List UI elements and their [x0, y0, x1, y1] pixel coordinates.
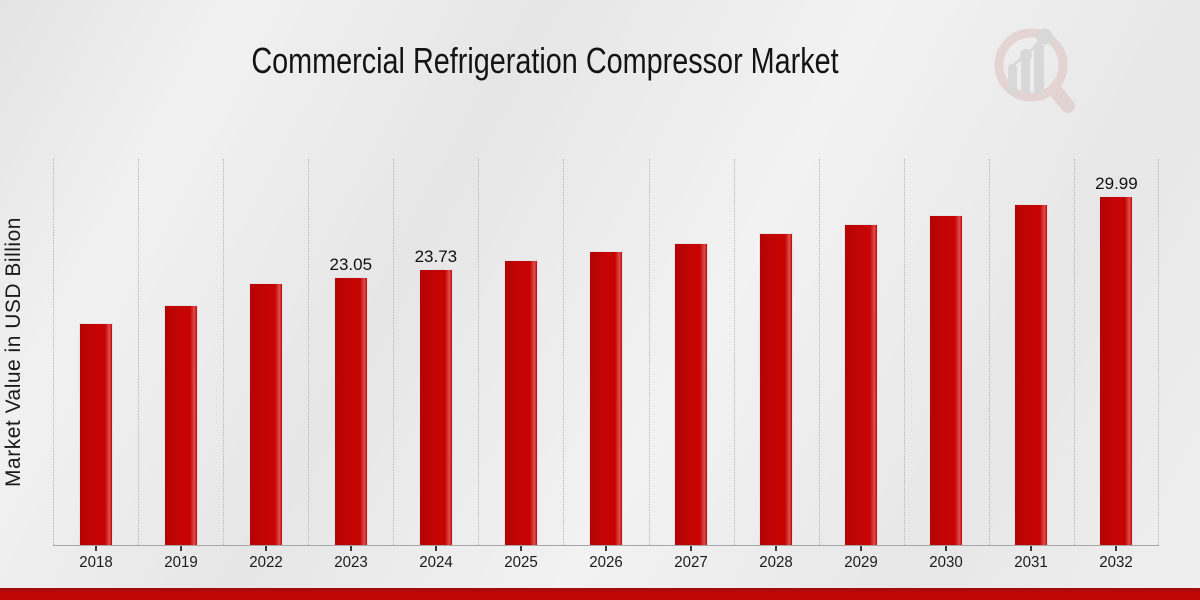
bar-value-label-2024: 23.73	[414, 247, 458, 266]
x-axis-tick	[519, 546, 522, 551]
x-axis-tick	[690, 546, 693, 551]
vertical-gridline	[733, 159, 735, 545]
footer-red-band	[0, 588, 1200, 600]
vertical-gridline	[563, 159, 565, 545]
x-axis-tick	[775, 546, 778, 551]
bar-2026	[589, 251, 623, 545]
bar-2030	[929, 215, 964, 545]
x-tick-label-2031: 2031	[1014, 554, 1049, 571]
x-tick-label-2022: 2022	[248, 554, 283, 571]
bar-2022	[248, 283, 283, 545]
x-tick-label-2024: 2024	[419, 554, 453, 571]
x-tick-label-2023: 2023	[334, 554, 368, 571]
vertical-gridline	[988, 159, 990, 545]
bar-2031	[1014, 204, 1049, 545]
x-axis-tick	[94, 546, 97, 551]
x-tick-label-2026: 2026	[589, 554, 623, 571]
bar-value-label-2023: 23.05	[329, 255, 373, 274]
vertical-gridline	[308, 159, 310, 545]
x-axis-tick	[860, 546, 863, 551]
bar-2029	[844, 224, 879, 545]
x-axis-tick	[1115, 546, 1118, 551]
bar-2032	[1099, 196, 1134, 545]
x-axis-tick	[605, 546, 607, 551]
bar-2024	[418, 269, 453, 545]
x-tick-label-2019: 2019	[163, 554, 198, 571]
vertical-gridline	[818, 159, 820, 545]
x-tick-label-2027: 2027	[674, 554, 708, 571]
x-tick-label-2029: 2029	[844, 554, 878, 571]
bar-2023	[333, 277, 368, 545]
vertical-gridline	[1158, 159, 1159, 545]
vertical-gridline	[478, 159, 480, 545]
bar-value-label-2032: 29.99	[1095, 174, 1138, 193]
y-axis-label: Market Value in USD Billion	[2, 217, 25, 487]
bar-2025	[503, 260, 538, 545]
x-axis-tick	[945, 546, 948, 551]
vertical-gridline	[1073, 159, 1075, 545]
x-axis-tick	[1030, 546, 1033, 551]
vertical-gridline	[648, 159, 650, 545]
x-tick-label-2028: 2028	[759, 554, 793, 571]
plot-area: 2018 2019 2022 23.05 2023 23.73 2024 2025 2026 20…	[53, 159, 1159, 571]
chart-title: Commercial Refrigeration Compressor Mark…	[251, 40, 839, 81]
x-tick-label-2032: 2032	[1099, 554, 1134, 571]
vertical-gridline	[138, 159, 140, 545]
magnifier-bar-chart-logo-icon	[994, 28, 1075, 113]
x-tick-label-2030: 2030	[929, 554, 964, 571]
x-axis-tick	[434, 546, 437, 551]
vertical-gridline	[393, 159, 395, 545]
x-tick-label-2018: 2018	[78, 554, 113, 571]
x-axis-tick	[264, 546, 267, 551]
bar-2019	[163, 305, 198, 545]
x-tick-label-2025: 2025	[504, 554, 538, 571]
vertical-gridline	[903, 159, 905, 545]
bar-2027	[674, 243, 709, 545]
bar-2018	[78, 323, 113, 545]
x-axis-tick	[349, 546, 352, 551]
vertical-gridline	[223, 159, 225, 545]
bar-2028	[759, 233, 794, 545]
vertical-gridline	[53, 159, 54, 545]
x-axis-tick	[179, 546, 182, 551]
